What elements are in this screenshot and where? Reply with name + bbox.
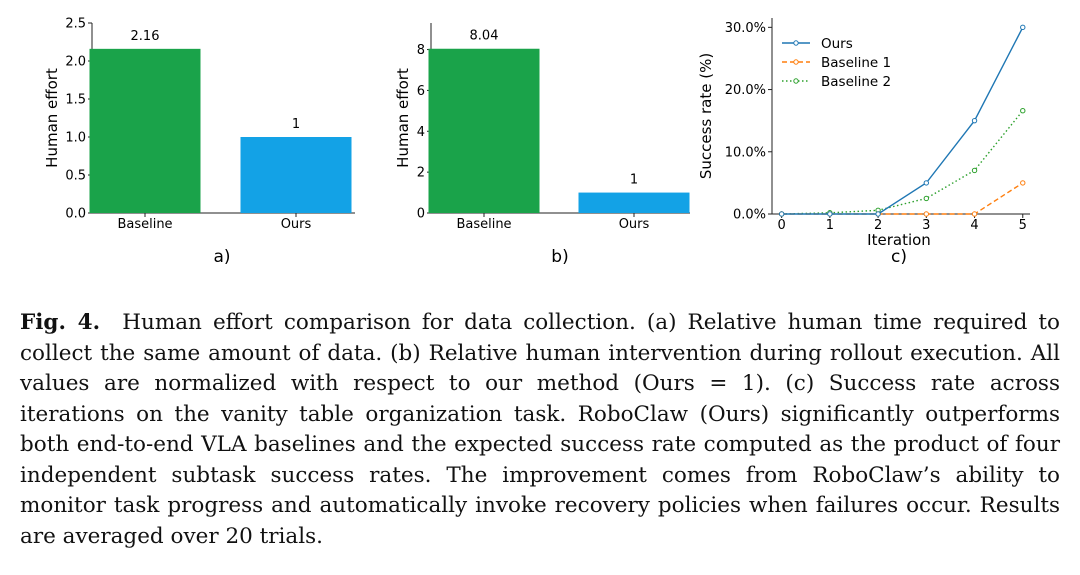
chart-panel-c: 0.0% 10.0% 20.0% 30.0% 0 1 2 3 4 5 Success rate (%… bbox=[690, 0, 1080, 285]
y-tick-label: 30.0% bbox=[725, 21, 766, 36]
y-tick-label: 10.0% bbox=[725, 145, 766, 160]
data-point-baseline-2 bbox=[971, 167, 978, 174]
y-tick-label: 4 bbox=[417, 125, 425, 140]
x-tick-label: 2 bbox=[874, 218, 882, 233]
legend-entry: Ours bbox=[821, 36, 853, 52]
y-axis-label: Human effort bbox=[43, 68, 61, 168]
data-point-baseline-1 bbox=[971, 211, 978, 217]
data-label: 1 bbox=[292, 117, 300, 132]
data-point-ours bbox=[1020, 24, 1026, 31]
figure-label: Fig. 4. bbox=[20, 310, 101, 335]
y-tick-label: 0.5 bbox=[65, 169, 86, 184]
x-tick-label: 4 bbox=[970, 218, 978, 233]
x-tick-label: 0 bbox=[778, 218, 786, 233]
y-tick-label: 2.0 bbox=[65, 55, 86, 70]
bar-baseline bbox=[428, 48, 540, 213]
data-point-ours bbox=[971, 117, 978, 124]
y-tick-label: 2.5 bbox=[65, 17, 86, 32]
y-tick-label: 0.0 bbox=[65, 207, 86, 222]
y-axis-label: Human effort bbox=[394, 68, 412, 168]
y-tick-label: 20.0% bbox=[725, 83, 766, 98]
y-tick-label: 6 bbox=[417, 84, 425, 99]
legend-entry: Baseline 1 bbox=[821, 55, 891, 71]
x-tick-label: Baseline bbox=[456, 217, 511, 232]
data-point-ours bbox=[923, 180, 930, 186]
data-point-ours bbox=[827, 211, 833, 217]
data-point-baseline-1 bbox=[923, 211, 930, 217]
data-label: 8.04 bbox=[470, 29, 499, 44]
line-chart-success-rate: 0.0% 10.0% 20.0% 30.0% 0 1 2 3 4 5 Success rate (%… bbox=[697, 18, 1030, 267]
panel-label: c) bbox=[891, 247, 907, 267]
bar-chart-human-time: 0.0 0.5 1.0 1.5 2.0 2.5 Human effort Baseline 2.… bbox=[43, 17, 355, 267]
bar-ours bbox=[240, 137, 352, 213]
x-tick-label: 1 bbox=[826, 218, 834, 233]
legend-marker bbox=[793, 59, 799, 65]
data-point-baseline-2 bbox=[1020, 108, 1026, 114]
y-tick-label: 1.0 bbox=[65, 131, 86, 146]
panel-label: a) bbox=[213, 247, 230, 267]
series-line-baseline-2 bbox=[781, 110, 1024, 215]
data-point-ours bbox=[875, 211, 881, 217]
x-tick-label: 5 bbox=[1019, 218, 1027, 233]
caption-text: Human effort comparison for data collect… bbox=[20, 310, 1060, 549]
x-tick-label: Ours bbox=[281, 217, 312, 232]
data-label: 1 bbox=[630, 173, 638, 188]
x-tick-label: Ours bbox=[619, 217, 650, 232]
x-axis-label: Iteration bbox=[867, 231, 931, 249]
bar-ours bbox=[578, 192, 690, 213]
data-label: 2.16 bbox=[131, 29, 160, 44]
legend-marker bbox=[793, 78, 799, 84]
bar-baseline bbox=[89, 48, 201, 214]
y-tick-label: 8 bbox=[417, 43, 425, 58]
data-point-baseline-2 bbox=[923, 195, 930, 202]
y-axis-label: Success rate (%) bbox=[697, 53, 715, 179]
chart-panel-b: 0 2 4 6 8 Human effort Baseline 8.04 Ours 1 b) bbox=[370, 0, 690, 285]
panel-label: b) bbox=[551, 247, 568, 267]
chart-panel-a: 0.0 0.5 1.0 1.5 2.0 2.5 Human effort Baseline 2.… bbox=[0, 0, 370, 285]
bar-chart-human-intervention: 0 2 4 6 8 Human effort Baseline 8.04 Ours 1 b) bbox=[394, 23, 690, 267]
legend-entry: Baseline 2 bbox=[821, 74, 891, 90]
data-point-baseline-1 bbox=[1020, 180, 1026, 186]
legend-marker bbox=[793, 40, 799, 46]
y-tick-label: 0 bbox=[417, 207, 425, 222]
y-tick-label: 1.5 bbox=[65, 93, 86, 108]
series-line-ours bbox=[781, 26, 1024, 215]
x-tick-label: Baseline bbox=[117, 217, 172, 232]
data-point-ours bbox=[778, 211, 785, 217]
y-tick-label: 2 bbox=[417, 166, 425, 181]
figure-caption: Fig. 4. Human effort comparison for data… bbox=[20, 308, 1060, 552]
y-tick-label: 0.0% bbox=[733, 208, 766, 223]
x-tick-label: 3 bbox=[922, 218, 930, 233]
